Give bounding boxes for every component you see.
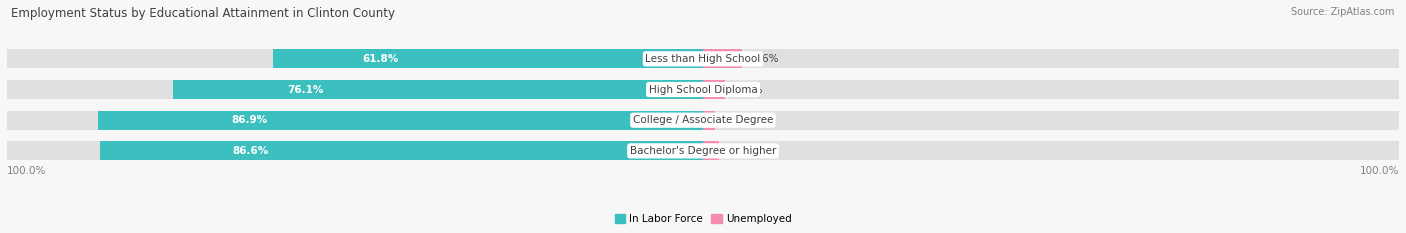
Text: 100.0%: 100.0%: [7, 166, 46, 176]
Text: College / Associate Degree: College / Associate Degree: [633, 115, 773, 125]
Bar: [7, 49, 1399, 68]
Text: Less than High School: Less than High School: [645, 54, 761, 64]
Bar: [7, 111, 1399, 130]
Bar: [7, 141, 1399, 160]
Bar: [273, 49, 703, 68]
Bar: [703, 49, 742, 68]
Text: 86.9%: 86.9%: [232, 115, 267, 125]
Bar: [98, 111, 703, 130]
Text: 2.3%: 2.3%: [730, 146, 756, 156]
Text: Bachelor's Degree or higher: Bachelor's Degree or higher: [630, 146, 776, 156]
Text: High School Diploma: High School Diploma: [648, 85, 758, 95]
Text: Employment Status by Educational Attainment in Clinton County: Employment Status by Educational Attainm…: [11, 7, 395, 20]
Legend: In Labor Force, Unemployed: In Labor Force, Unemployed: [610, 210, 796, 228]
Bar: [7, 80, 1399, 99]
Text: 1.7%: 1.7%: [725, 115, 752, 125]
Text: 61.8%: 61.8%: [363, 54, 398, 64]
Text: 5.6%: 5.6%: [752, 54, 779, 64]
Bar: [703, 141, 718, 160]
Bar: [173, 80, 703, 99]
Bar: [703, 80, 725, 99]
Text: Source: ZipAtlas.com: Source: ZipAtlas.com: [1291, 7, 1395, 17]
Bar: [100, 141, 703, 160]
Text: 86.6%: 86.6%: [233, 146, 269, 156]
Bar: [703, 111, 714, 130]
Text: 3.2%: 3.2%: [735, 85, 762, 95]
Text: 76.1%: 76.1%: [288, 85, 323, 95]
Text: 100.0%: 100.0%: [1360, 166, 1399, 176]
